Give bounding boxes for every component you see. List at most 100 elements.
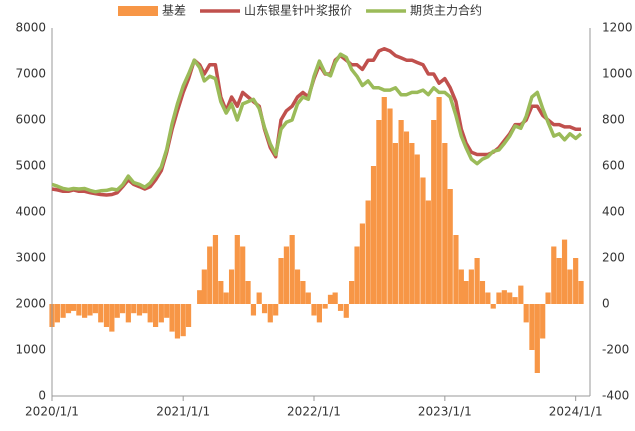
bar [551,246,557,304]
y-tick-label: 2000 [15,297,46,311]
bar [109,304,115,332]
bar [436,97,442,304]
bar [349,281,355,304]
bar [305,292,311,304]
x-tick-label: 2020/1/1 [25,405,79,419]
bar [136,304,143,316]
bar [474,258,480,304]
bar [180,304,186,337]
bar [447,189,453,304]
x-tick-label: 2024/1/1 [549,405,603,419]
bar [283,246,290,304]
bar [289,235,295,304]
bar [540,304,546,339]
bar [98,304,104,323]
bar [120,304,126,314]
bar [512,297,518,304]
y2-tick-label: 1000 [602,67,633,81]
bar [76,304,82,316]
y2-tick-label: -400 [602,389,629,403]
y2-tick-label: -200 [602,343,629,357]
bar [212,235,219,304]
y-tick-label: 5000 [15,159,46,173]
bar [458,269,464,304]
bar [245,281,251,304]
bar [387,108,393,304]
bar [87,304,93,316]
y-tick-label: 7000 [15,67,46,81]
bar [125,304,131,323]
y2-tick-label: 600 [602,159,625,173]
bar [131,304,137,314]
y-tick-label: 1000 [15,343,46,357]
bar [174,304,181,339]
bar [311,304,317,316]
bar [147,304,153,323]
bar [103,304,110,327]
y-tick-label: 3000 [15,251,46,265]
bar [278,258,284,304]
bar [327,294,334,304]
bar [322,304,328,309]
bar [359,223,365,304]
y-tick-label: 6000 [15,113,46,127]
bar [234,235,240,304]
bar [398,120,404,304]
bar [332,292,338,304]
bar [534,304,540,373]
bar [169,304,175,332]
bar [463,281,469,304]
bar [392,143,398,304]
legend-swatch [118,6,158,16]
bar [261,304,268,314]
bar [376,120,382,304]
bar [354,246,360,304]
y-tick-label: 0 [38,389,46,403]
y-tick-label: 8000 [15,21,46,35]
bar [403,131,410,304]
y2-tick-label: 400 [602,205,625,219]
bar [337,304,344,311]
bar [479,281,486,304]
bar [267,304,273,323]
bar [381,97,387,304]
bar [431,120,437,304]
y2-tick-label: 0 [602,297,610,311]
bar [420,177,426,304]
bar [343,304,349,318]
bar [567,269,573,304]
bar [158,304,164,323]
bar [370,166,377,304]
bar [207,246,213,304]
bar [468,269,474,304]
bar [82,304,88,318]
bar [70,304,77,311]
bar [518,285,524,304]
legend-label: 基差 [162,4,186,18]
bar [453,235,459,304]
bar [501,290,507,304]
bar [523,304,529,323]
bar [60,304,66,318]
bar [54,304,60,323]
bar [218,281,224,304]
legend-label: 山东银星针叶浆报价 [244,3,352,18]
y2-tick-label: 200 [602,251,625,265]
bar [250,304,257,316]
bar [201,269,207,304]
bar [529,304,535,350]
y2-tick-label: 800 [602,113,625,127]
bar [256,292,262,304]
bar [300,281,306,304]
bar [425,200,431,304]
bar [573,258,579,304]
bar [294,269,301,304]
line [51,52,583,194]
bar [545,292,551,304]
bar [223,292,229,304]
bar [142,304,148,314]
x-tick-label: 2022/1/1 [287,405,341,419]
bar [114,304,120,318]
bar [65,304,72,314]
